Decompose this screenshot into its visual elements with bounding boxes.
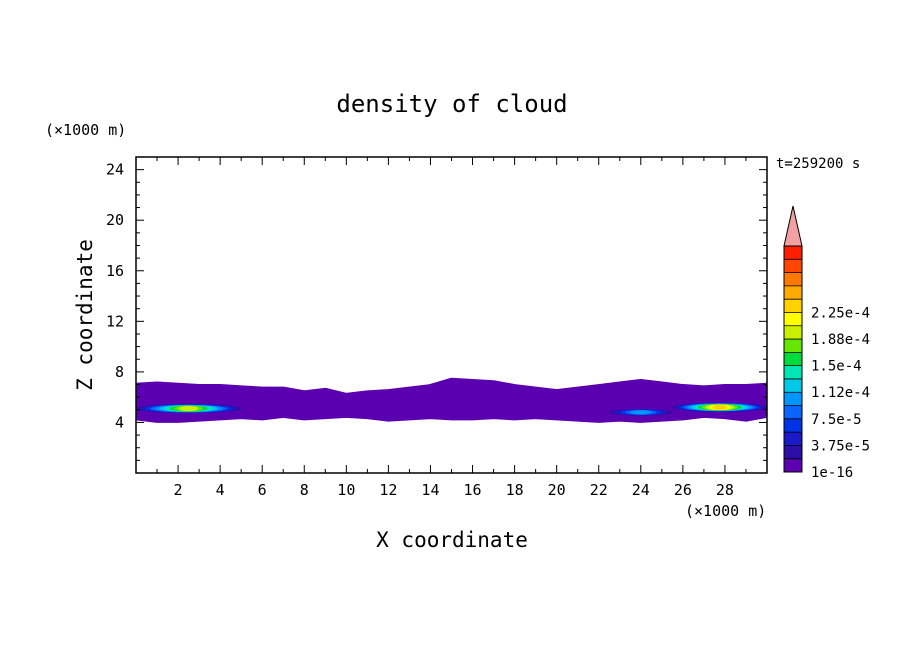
cloud-core-contour [712, 404, 727, 410]
colorbar-label: 2.25e-4 [811, 305, 870, 321]
x-axis-label: X coordinate [376, 528, 528, 552]
colorbar-segment [784, 339, 802, 353]
x-tick-label: 18 [506, 481, 524, 499]
colorbar-segment [784, 418, 802, 433]
colorbar-label: 1.5e-4 [811, 359, 862, 375]
colorbar-labels: 1e-16 3.75e-5 7.5e-5 1.12e-4 1.5e-4 1.88e-4 2.… [811, 305, 870, 481]
colorbar-segment [784, 312, 802, 327]
colorbar-segment [784, 432, 802, 446]
colorbar-segment [784, 365, 802, 380]
y-tick-label: 8 [115, 363, 124, 381]
x-tick-label: 28 [716, 481, 734, 499]
x-axis-ticks: 2 4 6 8 10 12 14 16 18 20 22 24 26 28 [156, 157, 747, 499]
colorbar-segment [784, 392, 802, 406]
colorbar-over-arrow [783, 205, 803, 247]
x-tick-label: 26 [674, 481, 692, 499]
colorbar-label: 1.88e-4 [811, 332, 870, 348]
colorbar-segment [784, 259, 802, 273]
x-tick-label: 8 [300, 481, 309, 499]
time-label: t=259200 s [776, 156, 860, 172]
y-axis-unit: (×1000 m) [45, 121, 126, 139]
x-tick-label: 4 [216, 481, 225, 499]
y-tick-label: 20 [106, 211, 124, 229]
x-tick-label: 10 [337, 481, 355, 499]
plot-area [136, 157, 767, 473]
colorbar-label: 3.75e-5 [811, 438, 870, 454]
colorbar-label: 1e-16 [811, 465, 853, 481]
cloud-layer [136, 377, 767, 423]
cloud-core-contour [630, 410, 652, 415]
x-tick-label: 12 [379, 481, 397, 499]
y-tick-label: 12 [106, 312, 124, 330]
y-axis-ticks: 4 8 12 16 20 24 [106, 161, 767, 461]
x-tick-label: 16 [464, 481, 482, 499]
y-axis-label: Z coordinate [73, 239, 97, 391]
colorbar-segment [784, 272, 802, 287]
cloud-core-contour [179, 405, 199, 412]
colorbar-segment [784, 246, 802, 260]
cloud-field [136, 377, 767, 423]
colorbar-segment [784, 445, 802, 460]
colorbar-segment [784, 325, 802, 340]
x-tick-label: 24 [632, 481, 650, 499]
plot-frame [135, 156, 768, 474]
y-tick-label: 16 [106, 262, 124, 280]
y-tick-label: 24 [106, 161, 124, 179]
chart-title: density of cloud [336, 90, 567, 118]
colorbar-segment [784, 299, 802, 313]
colorbar-segment [784, 378, 802, 393]
x-tick-label: 2 [174, 481, 183, 499]
colorbar-segment [784, 405, 802, 420]
colorbar-label: 7.5e-5 [811, 412, 862, 428]
x-tick-label: 22 [590, 481, 608, 499]
x-tick-label: 6 [258, 481, 267, 499]
colorbar-segment [784, 458, 802, 473]
colorbar-label: 1.12e-4 [811, 385, 870, 401]
x-tick-label: 20 [548, 481, 566, 499]
colorbar-segment [784, 285, 802, 300]
x-axis-unit: (×1000 m) [685, 502, 766, 520]
y-tick-label: 4 [115, 413, 124, 431]
colorbar-segment [784, 352, 802, 366]
colorbar [783, 205, 803, 473]
x-tick-label: 14 [421, 481, 439, 499]
